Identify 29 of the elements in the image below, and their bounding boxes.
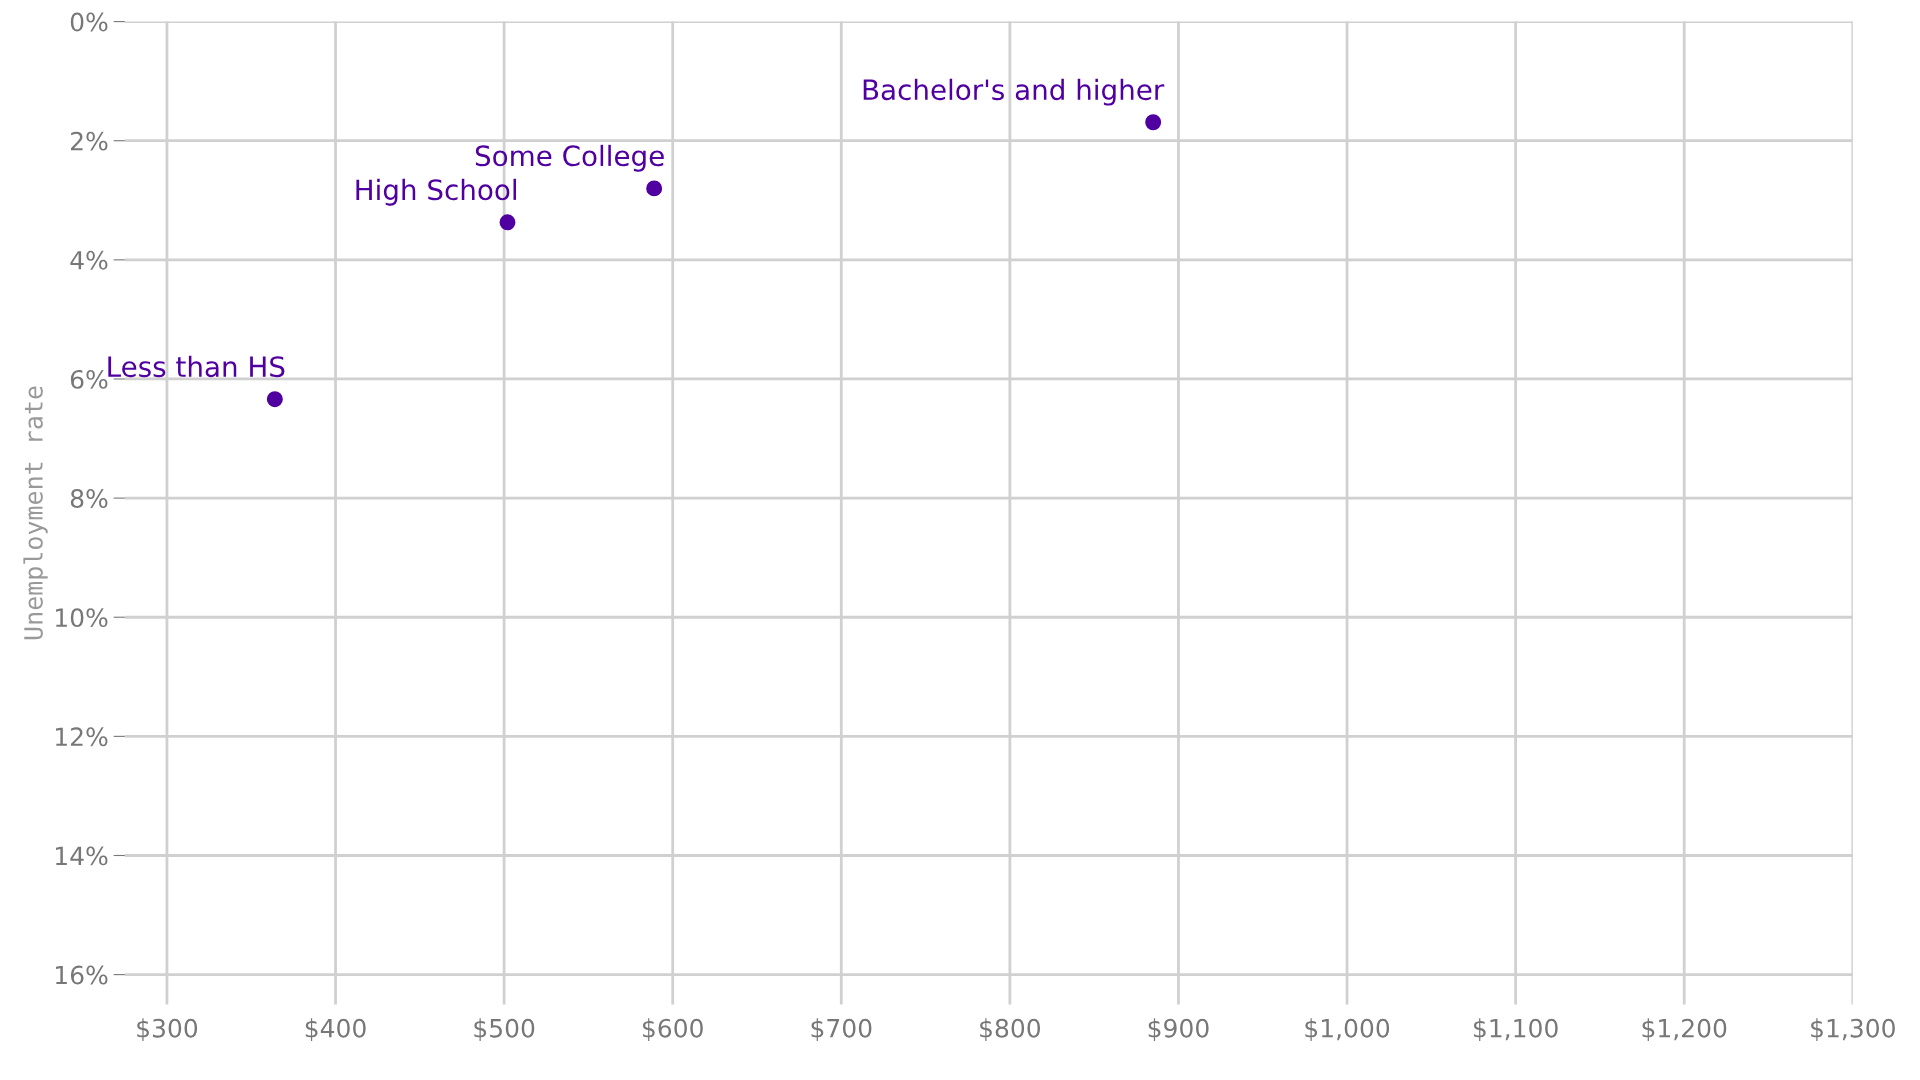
x-tick-label: $600 [642, 1018, 703, 1041]
y-tick-label: 2% [71, 131, 108, 151]
y-tick-label: 16% [56, 965, 108, 985]
y-tick-label: 4% [70, 250, 108, 270]
y-tick-label: 10% [56, 608, 108, 628]
x-tick-label: $500 [474, 1018, 535, 1041]
point [1145, 114, 1162, 131]
y-tick-label: 14% [56, 846, 108, 866]
annotation: High School [356, 178, 516, 206]
x-tick-label: $1,200 [1642, 1018, 1727, 1041]
x-tick-label: $1,100 [1473, 1018, 1558, 1041]
x-tick-label: $900 [1148, 1018, 1209, 1041]
x-tick-label: $1,000 [1305, 1018, 1390, 1041]
x-tick-label: $700 [811, 1018, 872, 1041]
x-tick-label: $400 [305, 1018, 366, 1041]
y-tick-label: 0% [70, 12, 108, 32]
point [499, 214, 516, 231]
y-tick-label: 6% [70, 369, 108, 389]
annotation: Bachelor's and higher [863, 78, 1165, 106]
annotation: Some College [475, 144, 664, 172]
annotation: Less than HS [108, 355, 285, 378]
x-tick-label: $300 [137, 1018, 198, 1041]
x-tick-label: $800 [980, 1018, 1041, 1041]
x-tick-label: $1,300 [1811, 1018, 1895, 1041]
y-tick-label: 12% [56, 727, 108, 747]
point [266, 391, 283, 408]
y-tick-label: 8% [70, 489, 108, 508]
y-axis-title: Unemployment rate [23, 386, 48, 640]
point [646, 180, 663, 197]
